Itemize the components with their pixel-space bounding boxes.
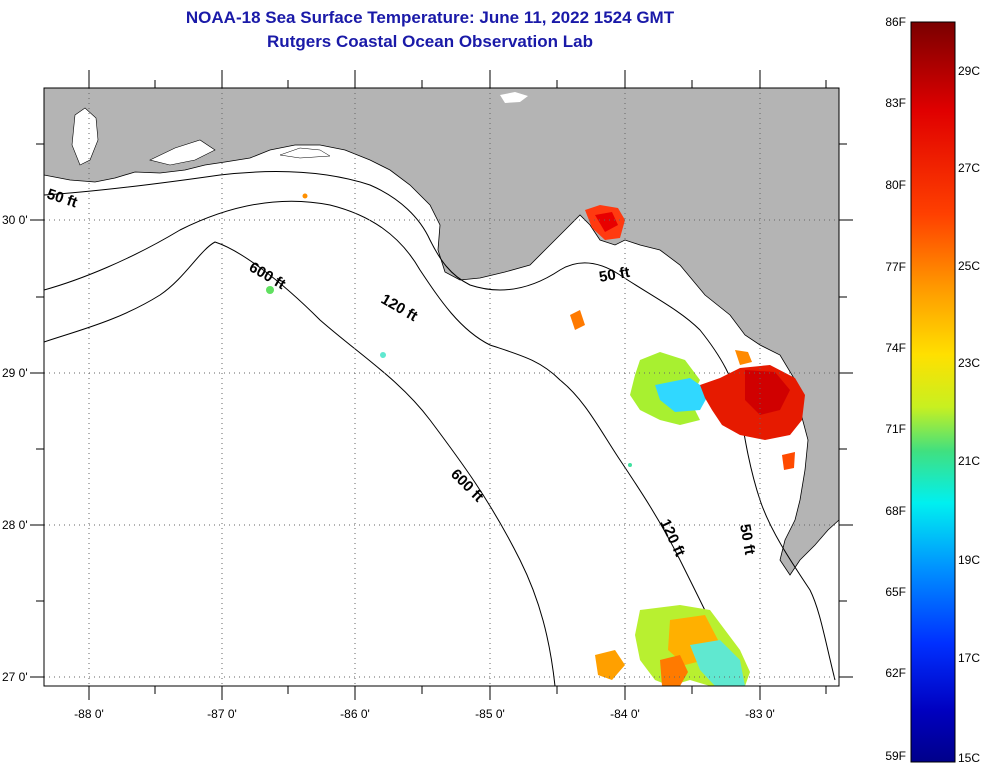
map-title: NOAA-18 Sea Surface Temperature: June 11… <box>185 8 675 27</box>
contour-label: 50 ft <box>598 264 631 286</box>
colorbar-c-label: 29C <box>958 64 980 78</box>
axis-ticks <box>30 70 853 700</box>
colorbar-c-label: 25C <box>958 259 980 273</box>
lon-tick-label: -84 0' <box>610 707 640 721</box>
colorbar-f-label: 80F <box>885 178 906 192</box>
lon-tick-label: -85 0' <box>475 707 505 721</box>
colorbar-f-label: 77F <box>885 260 906 274</box>
lon-tick-label: -86 0' <box>340 707 370 721</box>
land-mass <box>44 88 839 576</box>
colorbar-f-label: 86F <box>885 15 906 29</box>
colorbar-c-label: 19C <box>958 553 980 567</box>
lon-tick-label: -87 0' <box>207 707 237 721</box>
lon-tick-label: -88 0' <box>74 707 104 721</box>
colorbar-c-label: 27C <box>958 161 980 175</box>
contour-600ft <box>44 241 556 686</box>
bay-inlet-2 <box>149 139 216 166</box>
contour-120ft <box>44 200 741 686</box>
lon-tick-label: -83 0' <box>745 707 775 721</box>
contour-50ft-west <box>44 171 836 681</box>
colorbar-scale <box>910 21 956 763</box>
lat-tick-label: 27 0' <box>2 670 28 684</box>
colorbar-f-label: 83F <box>885 96 906 110</box>
contour-label: 50 ft <box>736 523 758 556</box>
sst-data-layer <box>266 193 805 686</box>
colorbar-c-label: 17C <box>958 651 980 665</box>
colorbar-f-label: 74F <box>885 341 906 355</box>
bay-inlet-3 <box>279 147 331 159</box>
lat-tick-label: 29 0' <box>2 366 28 380</box>
map-frame <box>43 87 840 687</box>
lat-tick-label: 30 0' <box>2 213 28 227</box>
inland-lake <box>500 92 528 103</box>
colorbar-f-label: 65F <box>885 585 906 599</box>
colorbar-c-label: 21C <box>958 454 980 468</box>
map-subtitle: Rutgers Coastal Ocean Observation Lab <box>267 32 593 51</box>
colorbar-c-label: 23C <box>958 356 980 370</box>
colorbar-c-label: 15C <box>958 751 980 765</box>
colorbar-f-label: 59F <box>885 749 906 763</box>
colorbar-f-label: 68F <box>885 504 906 518</box>
colorbar-f-label: 71F <box>885 422 906 436</box>
bay-inlet <box>71 107 99 166</box>
lat-tick-label: 28 0' <box>2 518 28 532</box>
colorbar-f-label: 62F <box>885 666 906 680</box>
